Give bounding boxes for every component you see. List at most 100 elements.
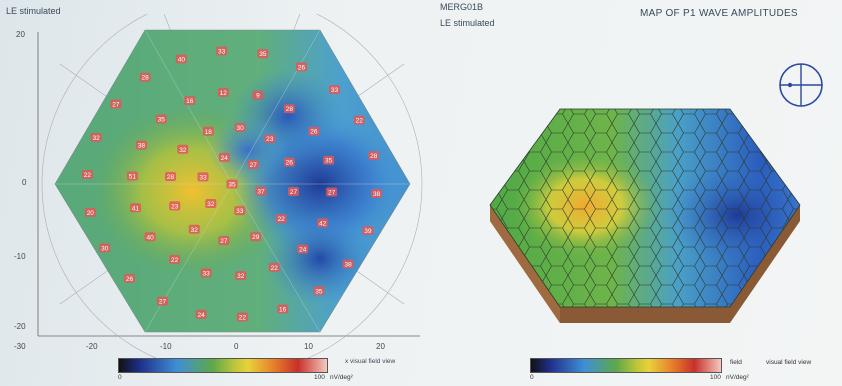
svg-text:38: 38	[344, 261, 352, 268]
svg-text:27: 27	[112, 102, 120, 109]
svg-text:12: 12	[220, 90, 228, 97]
x-tick: -10	[160, 342, 172, 351]
y-tick: -20	[14, 322, 26, 331]
value-marker: 28	[283, 104, 295, 114]
svg-text:26: 26	[286, 160, 294, 167]
left-colorbar	[118, 358, 328, 373]
svg-text:41: 41	[132, 205, 140, 212]
value-marker: 27	[247, 159, 259, 169]
value-marker: 51	[126, 171, 138, 181]
svg-text:35: 35	[259, 51, 267, 58]
value-marker: 28	[368, 151, 380, 161]
value-marker: 42	[317, 218, 329, 228]
svg-text:40: 40	[146, 234, 154, 241]
x-tick: 20	[376, 342, 385, 351]
value-marker: 38	[342, 259, 354, 269]
orientation-crosshair-icon	[779, 63, 823, 107]
svg-text:37: 37	[257, 189, 265, 196]
svg-text:32: 32	[207, 201, 215, 208]
svg-text:33: 33	[218, 48, 226, 55]
svg-text:38: 38	[138, 143, 146, 150]
svg-text:27: 27	[159, 299, 167, 306]
value-marker: 35	[313, 286, 325, 296]
svg-text:32: 32	[237, 273, 245, 280]
svg-text:35: 35	[158, 116, 166, 123]
left-colorbar-max: 100	[314, 374, 325, 381]
svg-text:24: 24	[221, 155, 229, 162]
svg-text:9: 9	[256, 93, 260, 100]
svg-text:29: 29	[252, 234, 260, 241]
svg-text:22: 22	[171, 257, 179, 264]
value-marker: 26	[283, 157, 295, 167]
value-marker: 38	[371, 189, 383, 199]
value-marker: 35	[323, 155, 335, 165]
value-marker: 27	[157, 296, 169, 306]
svg-text:16: 16	[186, 98, 194, 105]
svg-text:35: 35	[228, 182, 236, 189]
svg-text:27: 27	[328, 190, 336, 197]
svg-text:27: 27	[220, 238, 228, 245]
value-marker: 22	[275, 214, 287, 224]
svg-text:35: 35	[315, 288, 323, 295]
svg-text:28: 28	[141, 75, 149, 82]
svg-text:22: 22	[239, 315, 247, 322]
value-marker: 29	[250, 232, 262, 242]
value-marker: 35	[155, 114, 167, 124]
value-marker: 41	[129, 203, 141, 213]
value-marker: 22	[268, 262, 280, 272]
value-marker: 32	[205, 199, 217, 209]
value-marker: 28	[139, 72, 151, 82]
value-marker: 32	[90, 132, 102, 142]
svg-text:28: 28	[286, 106, 294, 113]
value-markers: 35 37 33 32 33 24 27 27 22 29 27 32 23 28 32 18 30 23 26 27…	[81, 46, 383, 322]
svg-text:22: 22	[356, 118, 364, 125]
value-marker: 35	[226, 179, 238, 189]
value-marker: 40	[175, 54, 187, 64]
right-header-title: MAP OF P1 WAVE AMPLITUDES	[640, 8, 798, 19]
value-marker: 16	[277, 304, 289, 314]
right-colorbar	[530, 358, 722, 373]
value-marker: 24	[195, 309, 207, 319]
value-marker: 22	[81, 169, 93, 179]
value-marker: 30	[99, 243, 111, 253]
svg-text:35: 35	[325, 158, 333, 165]
value-marker: 22	[353, 115, 365, 125]
value-marker: 33	[329, 85, 341, 95]
value-marker: 30	[234, 122, 246, 132]
x-tick: 10	[304, 342, 313, 351]
value-marker: 27	[287, 186, 299, 196]
value-marker: 26	[308, 126, 320, 136]
value-marker: 35	[257, 49, 269, 59]
svg-text:26: 26	[126, 276, 134, 283]
svg-text:28: 28	[167, 174, 175, 181]
value-marker: 40	[144, 232, 156, 242]
svg-text:32: 32	[191, 227, 199, 234]
value-marker: 27	[110, 99, 122, 109]
svg-text:40: 40	[178, 57, 186, 64]
right-colorbar-field-label: field	[730, 359, 742, 366]
svg-text:38: 38	[373, 191, 381, 198]
value-marker: 16	[184, 96, 196, 106]
svg-text:32: 32	[179, 147, 187, 154]
center-header-sub: LE stimulated	[440, 18, 495, 28]
svg-text:42: 42	[319, 220, 327, 227]
value-marker: 22	[236, 312, 248, 322]
value-marker: 32	[188, 224, 200, 234]
svg-text:20: 20	[87, 210, 95, 217]
x-tick: -20	[86, 342, 98, 351]
right-colorbar-max: 100	[710, 374, 721, 381]
svg-text:23: 23	[171, 203, 179, 210]
value-marker: 33	[200, 268, 212, 278]
left-header-label: LE stimulated	[6, 6, 61, 16]
svg-text:33: 33	[199, 174, 207, 181]
value-marker: 23	[169, 201, 181, 211]
svg-text:32: 32	[93, 135, 101, 142]
value-marker: 38	[135, 140, 147, 150]
svg-text:16: 16	[279, 306, 287, 313]
svg-text:24: 24	[299, 247, 307, 254]
value-marker: 26	[295, 62, 307, 72]
svg-text:51: 51	[129, 173, 137, 180]
svg-text:33: 33	[236, 208, 244, 215]
value-marker: 27	[326, 187, 338, 197]
value-marker: 9	[252, 90, 264, 100]
